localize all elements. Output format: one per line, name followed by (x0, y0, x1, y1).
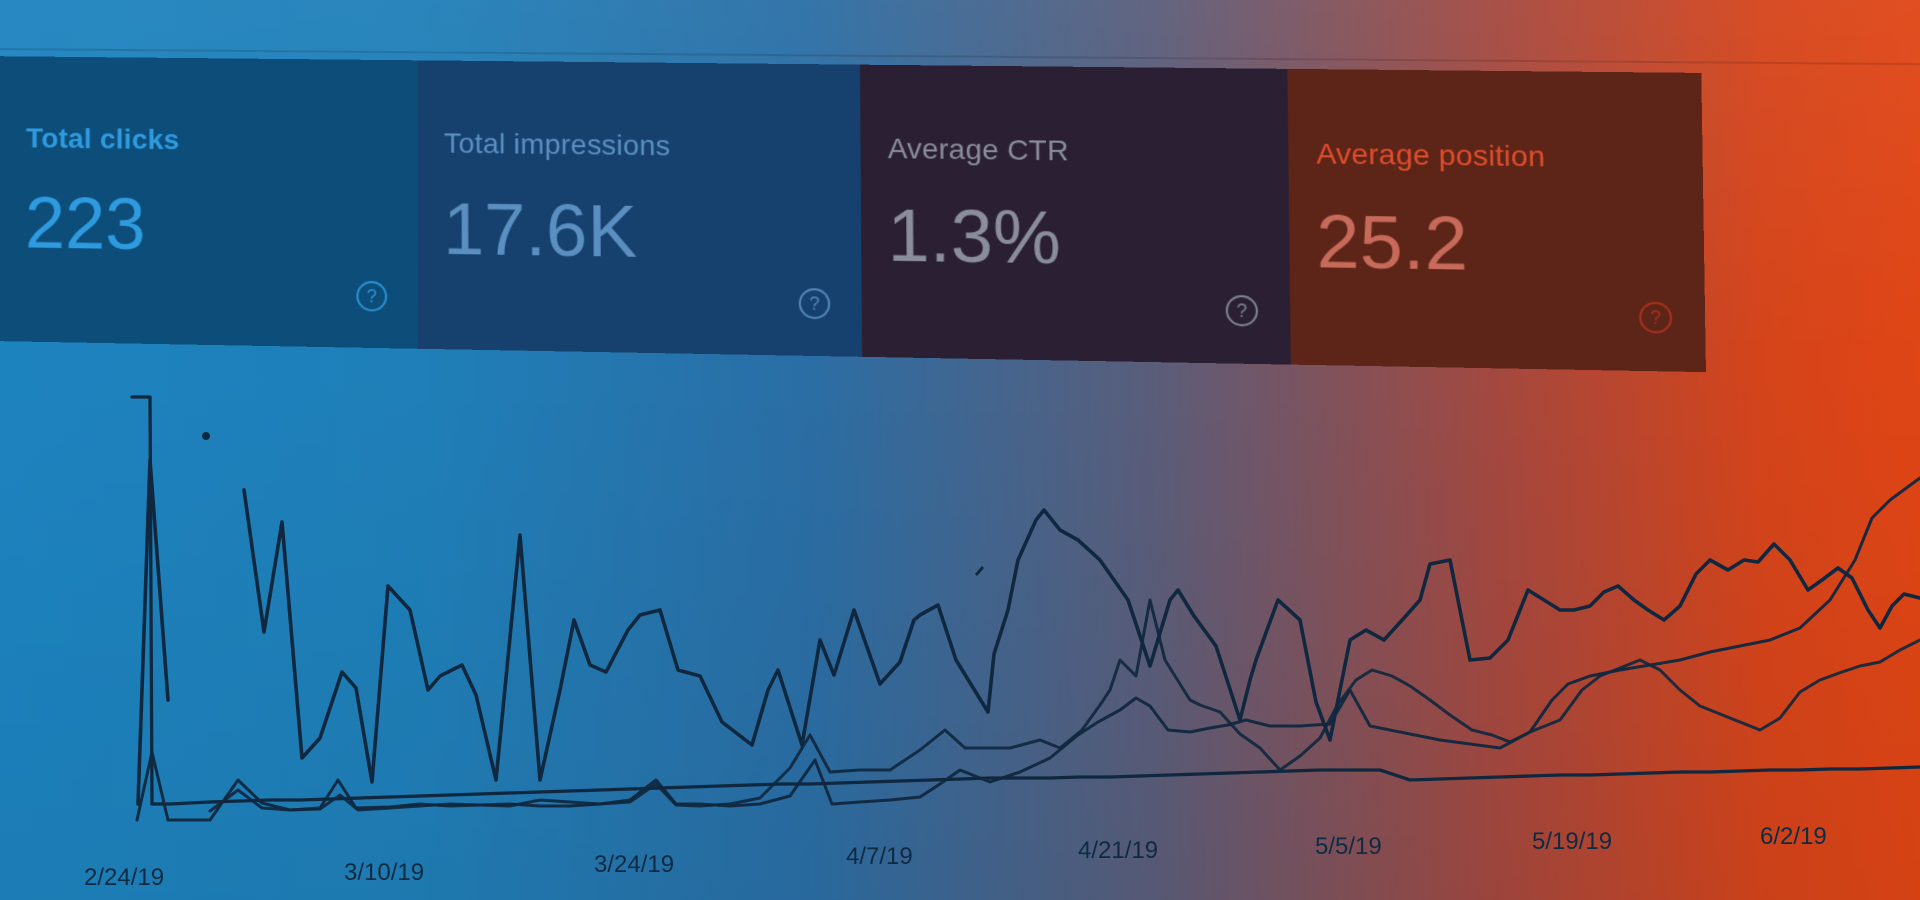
x-axis-tick-label: 5/5/19 (1315, 833, 1382, 860)
chart-series-line (137, 478, 1920, 820)
x-axis-tick-label: 4/7/19 (846, 843, 913, 870)
chart-marker-dot (202, 432, 210, 440)
x-axis-tick-label: 2/24/19 (84, 864, 164, 891)
x-axis-tick-label: 3/10/19 (344, 859, 424, 886)
chart-series-line (210, 600, 1920, 811)
chart-series-line (138, 460, 1920, 804)
x-axis-tick-label: 4/21/19 (1078, 837, 1158, 864)
x-axis-tick-label: 6/2/19 (1760, 823, 1827, 850)
x-axis-tick-label: 5/19/19 (1532, 828, 1612, 855)
x-axis-tick-label: 3/24/19 (594, 851, 674, 878)
